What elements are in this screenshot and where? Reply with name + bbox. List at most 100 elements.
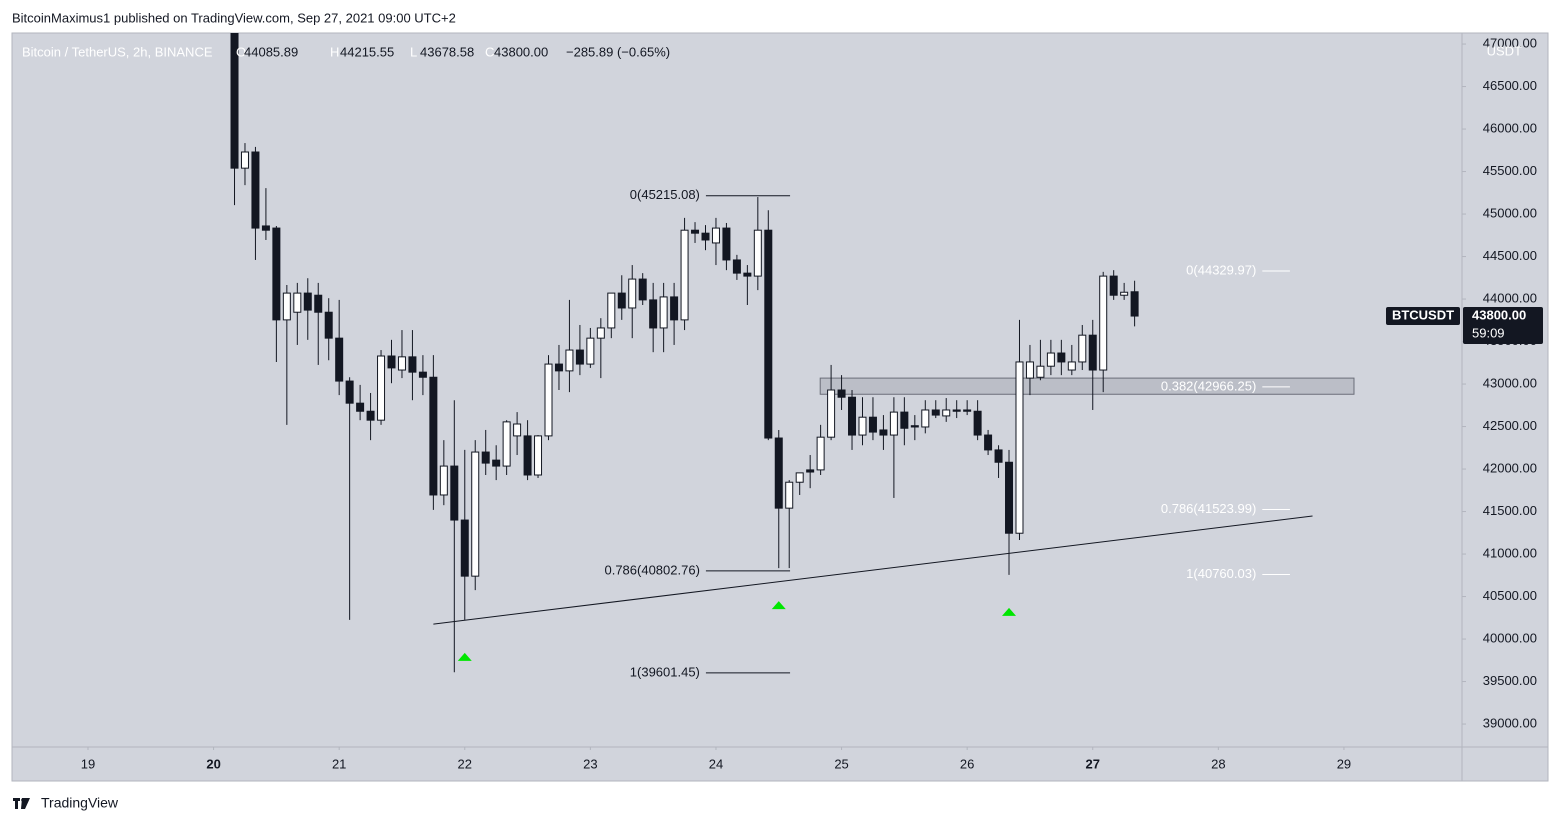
trendline (433, 515, 1313, 625)
fib-label: 0(45215.08) (630, 187, 700, 202)
y-tick-label: 40500.00 (1483, 588, 1537, 603)
candle-body (795, 472, 804, 483)
y-tick-label: 45500.00 (1483, 163, 1537, 178)
candle-body (900, 411, 909, 429)
candle-body (523, 435, 532, 476)
x-tick-label: 25 (834, 756, 848, 771)
candle-body (335, 337, 344, 382)
y-tick-label: 45000.00 (1483, 205, 1537, 220)
candle-body (492, 459, 501, 467)
candle-body (743, 272, 752, 277)
x-tick-label: 27 (1086, 756, 1100, 771)
candle-body (1120, 291, 1129, 296)
candle-body (910, 425, 919, 428)
candle-body (596, 327, 605, 339)
signal-arrow (771, 601, 786, 610)
signal-arrow (1002, 607, 1017, 616)
logo (13, 798, 30, 809)
legend-o-label: O (236, 44, 246, 59)
candle-body (816, 436, 825, 471)
chart-frame (11, 32, 1549, 782)
x-tick-label: 19 (81, 756, 95, 771)
signal-arrow (457, 652, 472, 661)
x-tick-label: 29 (1337, 756, 1351, 771)
candle-body (1088, 334, 1097, 371)
candle-body (649, 299, 658, 329)
candle-body (680, 229, 689, 321)
candle-body (439, 465, 448, 496)
y-tick-label: 43000.00 (1483, 375, 1537, 390)
x-tick-label: 23 (583, 756, 597, 771)
candle-body (848, 396, 857, 436)
y-tick-label: 44000.00 (1483, 290, 1537, 305)
x-tick-label: 22 (458, 756, 472, 771)
fib-label: 1(39601.45) (630, 664, 700, 679)
candle-body (429, 376, 438, 496)
price-tag-symbol-bg (1386, 307, 1460, 326)
y-tick-label: 39500.00 (1483, 673, 1537, 688)
candle-body (1078, 334, 1087, 363)
candle-body (345, 380, 354, 404)
candle-body (460, 519, 469, 577)
candle-body (565, 349, 574, 372)
candle-body (377, 355, 386, 421)
candle-body (481, 451, 490, 464)
candle-body (628, 278, 637, 309)
candle-body (272, 227, 281, 321)
candle-body (554, 363, 563, 372)
candle-body (324, 311, 333, 339)
candle-body (659, 296, 668, 329)
y-tick-label: 47000.00 (1483, 35, 1537, 50)
candle-body (1005, 461, 1014, 534)
candle-body (942, 409, 951, 417)
price-tag-symbol: BTCUSDT (1392, 307, 1454, 322)
candle-body (889, 411, 898, 436)
candle-body (586, 337, 595, 365)
candle-body (261, 225, 270, 231)
candle-body (963, 409, 972, 412)
candle-body (418, 371, 427, 378)
y-tick-label: 46000.00 (1483, 120, 1537, 135)
candle-body (230, 33, 239, 169)
candle-body (1099, 275, 1108, 371)
candle-body (575, 349, 584, 365)
fib-label: 0.786(41523.99) (1161, 501, 1256, 516)
candle-body (1046, 352, 1055, 367)
candle-body (1109, 275, 1118, 296)
candle-body (366, 410, 375, 421)
candle-body (607, 292, 616, 329)
candle-body (753, 229, 762, 277)
x-tick-label: 24 (709, 756, 723, 771)
fib-label: 0.382(42966.25) (1161, 378, 1256, 393)
candle-body (732, 259, 741, 274)
price-tag-price: 43800.00 (1472, 307, 1526, 322)
y-tick-label: 42000.00 (1483, 460, 1537, 475)
x-tick-label: 28 (1211, 756, 1225, 771)
candle-body (282, 292, 291, 321)
candle-body (774, 437, 783, 509)
candle-body (314, 294, 323, 313)
candle-body (240, 151, 249, 169)
currency-label: USDT (1487, 43, 1522, 58)
candle-body (387, 355, 396, 369)
x-tick-label: 21 (332, 756, 346, 771)
legend-low: 43678.58 (420, 44, 474, 59)
candle-body (513, 423, 522, 437)
y-tick-label: 41000.00 (1483, 545, 1537, 560)
legend-close: 43800.00 (494, 44, 548, 59)
fib-label: 0(44329.97) (1186, 262, 1256, 277)
candle-body (806, 469, 815, 473)
candle-body (251, 151, 260, 229)
candle-body (973, 410, 982, 436)
legend-symbol: Bitcoin / TetherUS, 2h, BINANCE (22, 44, 213, 59)
fib-label: 0.786(40802.76) (604, 562, 699, 577)
y-tick-label: 39000.00 (1483, 715, 1537, 730)
brand: TradingView (41, 795, 119, 811)
candle-body (471, 451, 480, 577)
legend-c-label: C (485, 44, 494, 59)
price-tag-bg (1463, 307, 1543, 345)
candle-body (1036, 365, 1045, 378)
candle-body (931, 409, 940, 416)
candle-body (534, 435, 543, 476)
byline: BitcoinMaximus1 published on TradingView… (12, 10, 456, 25)
